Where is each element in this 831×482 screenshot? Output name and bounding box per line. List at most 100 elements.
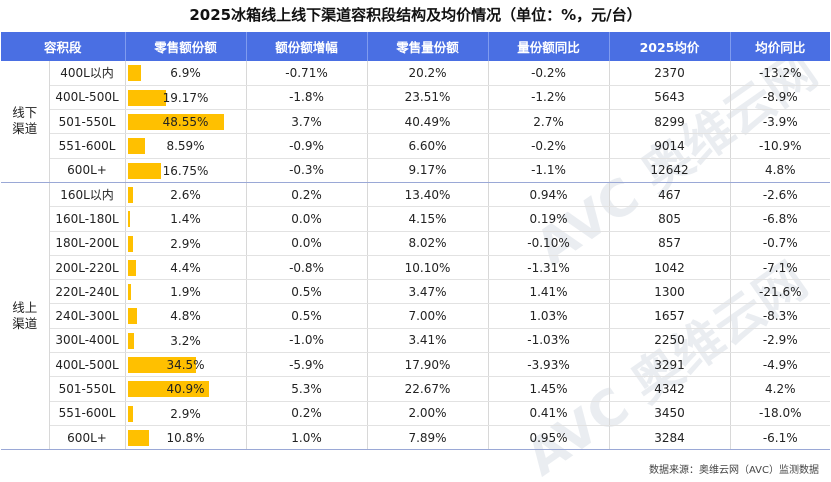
share-growth-cell: 5.3% [246, 376, 368, 402]
price-yoy-cell: -2.6% [730, 182, 831, 208]
share-cell: 8.59% [125, 133, 247, 159]
share-label: 19.17% [162, 90, 209, 105]
share-label: 1.4% [170, 212, 201, 227]
share-growth-cell: 0.2% [246, 182, 368, 208]
price-cell: 1300 [609, 279, 731, 305]
table-row: 600L+ 16.75% -0.3% 9.17% -1.1% 12642 4.8% [1, 158, 831, 183]
price-yoy-cell: -4.9% [730, 352, 831, 378]
volume-yoy-cell: 1.41% [488, 279, 610, 305]
volume-yoy-cell: 1.45% [488, 376, 610, 402]
share-cell: 4.4% [125, 255, 247, 281]
channel-group-label: 线下 渠道 [1, 61, 50, 183]
price-cell: 12642 [609, 158, 731, 183]
header-cell: 量份额同比 [488, 32, 610, 61]
volume-share-cell: 2.00% [367, 401, 489, 426]
share-cell: 6.9% [125, 61, 247, 86]
volume-share-cell: 17.90% [367, 352, 489, 378]
price-cell: 467 [609, 182, 731, 208]
price-yoy-cell: -21.6% [730, 279, 831, 305]
volume-yoy-cell: -1.2% [488, 85, 610, 111]
segment-cell: 160L-180L [49, 206, 126, 232]
price-yoy-cell: -3.9% [730, 109, 831, 135]
header-cell: 2025均价 [609, 32, 731, 61]
share-growth-cell: 0.0% [246, 206, 368, 232]
segment-cell: 180L-200L [49, 231, 126, 256]
segment-cell: 400L以内 [49, 61, 126, 86]
volume-share-cell: 3.41% [367, 328, 489, 354]
table-row: 线上 渠道 160L以内 2.6% 0.2% 13.40% 0.94% 467 -2.6% [1, 182, 831, 451]
price-cell: 1657 [609, 303, 731, 329]
share-growth-cell: 0.2% [246, 401, 368, 426]
price-yoy-cell: 4.8% [730, 158, 831, 183]
share-growth-cell: 0.5% [246, 279, 368, 305]
volume-yoy-cell: -1.1% [488, 158, 610, 183]
volume-share-cell: 3.47% [367, 279, 489, 305]
table-row: 160L-180L 1.4% 0.0% 4.15% 0.19% 805 -6.8% [1, 206, 831, 232]
share-growth-cell: -1.0% [246, 328, 368, 354]
price-yoy-cell: -10.9% [730, 133, 831, 159]
share-label: 2.9% [170, 406, 201, 421]
price-cell: 4342 [609, 376, 731, 402]
share-label: 6.9% [170, 66, 201, 80]
table-row: 400L-500L 19.17% -1.8% 23.51% -1.2% 5643 -8.9% [1, 85, 831, 111]
table-row: 551-600L 2.9% 0.2% 2.00% 0.41% 3450 -18.0% [1, 401, 831, 426]
share-bar [127, 114, 225, 131]
price-yoy-cell: -0.7% [730, 231, 831, 256]
share-bar [127, 357, 197, 374]
share-label: 8.59% [166, 139, 205, 154]
segment-cell: 220L-240L [49, 279, 126, 305]
header-row: 容积段 零售额份额 额份额增幅 零售量份额 量份额同比 2025均价 均价同比 [1, 32, 831, 61]
segment-cell: 551-600L [49, 133, 126, 159]
share-label: 16.75% [162, 163, 209, 178]
share-bar [127, 308, 138, 325]
volume-yoy-cell: 0.95% [488, 425, 610, 451]
volume-yoy-cell: 0.19% [488, 206, 610, 232]
table-row: 240L-300L 4.8% 0.5% 7.00% 1.03% 1657 -8.3% [1, 303, 831, 329]
share-label: 3.2% [170, 333, 201, 348]
volume-share-cell: 4.15% [367, 206, 489, 232]
share-label: 4.4% [170, 260, 201, 275]
share-bar [127, 429, 149, 446]
price-yoy-cell: -18.0% [730, 401, 831, 426]
share-bar [127, 381, 209, 398]
volume-share-cell: 10.10% [367, 255, 489, 281]
share-bar [127, 186, 133, 203]
table-row: 400L-500L 34.5% -5.9% 17.90% -3.93% 3291 -4.9% [1, 352, 831, 378]
table-row: 220L-240L 1.9% 0.5% 3.47% 1.41% 1300 -21.6% [1, 279, 831, 305]
price-cell: 3450 [609, 401, 731, 426]
volume-yoy-cell: 0.94% [488, 182, 610, 208]
share-cell: 2.6% [125, 182, 247, 208]
page-title: 2025冰箱线上线下渠道容积段结构及均价情况（单位：%，元/台） [189, 6, 642, 24]
price-cell: 3284 [609, 425, 731, 451]
share-bar [127, 259, 137, 276]
volume-yoy-cell: 2.7% [488, 109, 610, 135]
share-bar [127, 162, 161, 179]
data-table: 容积段 零售额份额 额份额增幅 零售量份额 量份额同比 2025均价 均价同比 … [1, 32, 831, 451]
share-bar [127, 405, 134, 422]
share-growth-cell: 0.5% [246, 303, 368, 329]
share-label: 2.9% [170, 236, 201, 251]
share-bar [127, 138, 145, 155]
price-yoy-cell: 4.2% [730, 376, 831, 402]
share-cell: 4.8% [125, 303, 247, 329]
share-label: 2.6% [170, 187, 201, 202]
header-cell: 额份额增幅 [246, 32, 368, 61]
share-growth-cell: -0.3% [246, 158, 368, 183]
share-cell: 40.9% [125, 376, 247, 402]
table-row: 600L+ 10.8% 1.0% 7.89% 0.95% 3284 -6.1% [1, 425, 831, 451]
share-cell: 1.9% [125, 279, 247, 305]
price-cell: 8299 [609, 109, 731, 135]
share-cell: 3.2% [125, 328, 247, 354]
volume-yoy-cell: -1.31% [488, 255, 610, 281]
segment-cell: 200L-220L [49, 255, 126, 281]
price-yoy-cell: -6.8% [730, 206, 831, 232]
share-bar [127, 235, 134, 252]
share-cell: 16.75% [125, 158, 247, 183]
share-cell: 2.9% [125, 401, 247, 426]
volume-share-cell: 7.89% [367, 425, 489, 451]
share-growth-cell: 0.0% [246, 231, 368, 256]
share-label: 40.9% [166, 382, 205, 397]
volume-share-cell: 13.40% [367, 182, 489, 208]
source-note: 数据来源：奥维云网（AVC）监测数据 [648, 465, 819, 476]
volume-yoy-cell: -0.2% [488, 133, 610, 159]
